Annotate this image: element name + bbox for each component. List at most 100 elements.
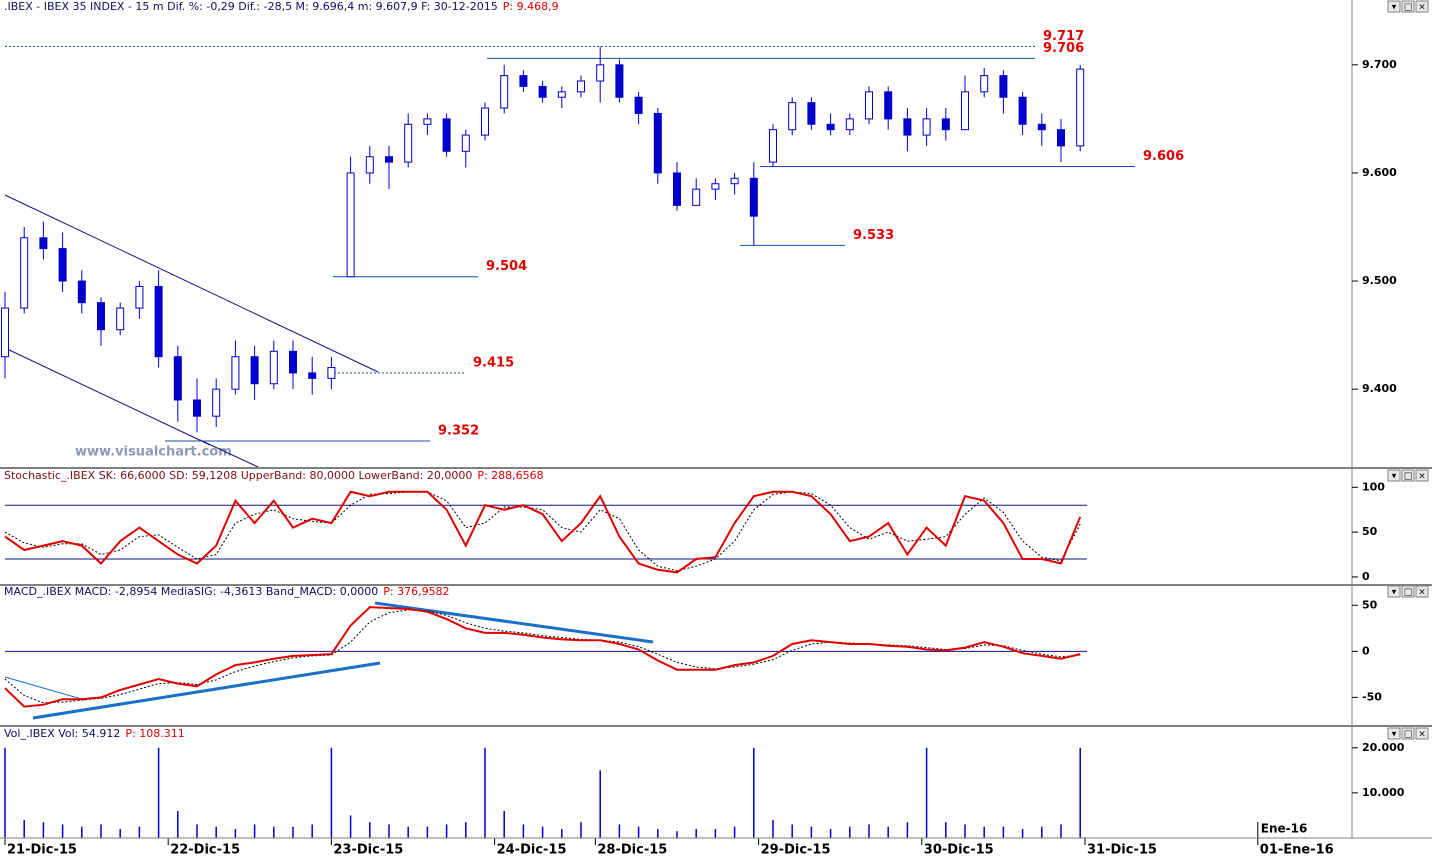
candle-body (807, 102, 816, 125)
series-line (4, 491, 1081, 572)
x-tick-label: 31-Dic-15 (1087, 843, 1157, 857)
candle-body (711, 183, 720, 190)
trend-line (4, 347, 211, 446)
panel-button-icon: × (1418, 472, 1426, 482)
panel-button (1415, 585, 1429, 598)
candle-body (903, 118, 912, 136)
y-tick-label: -50 (1362, 690, 1382, 703)
candle-body (289, 350, 297, 374)
level-label: 9.352 (438, 424, 479, 439)
trend-line (374, 601, 654, 644)
panel-header-text: Vol_.IBEX Vol: 54.912 (4, 727, 120, 740)
level-label: 9.706 (1043, 41, 1084, 56)
panel-button (1401, 0, 1415, 13)
candle-body (519, 75, 528, 87)
candle-body (308, 372, 317, 379)
panel-header-text: .IBEX - IBEX 35 INDEX - 15 m Dif. %: -0,… (4, 0, 498, 13)
level-label: 9.415 (473, 355, 514, 370)
panel-button-icon: ▾ (1392, 730, 1397, 740)
candle-body (154, 285, 163, 358)
candle-body (193, 399, 201, 417)
candle-body (173, 356, 182, 401)
x-tick-label: 29-Dic-15 (761, 843, 831, 857)
candle-body (365, 156, 374, 174)
candle-body (999, 75, 1008, 98)
candle-body (634, 96, 643, 114)
x-tick-label: 30-Dic-15 (924, 843, 994, 857)
panel-header-price: P: 288,6568 (477, 469, 543, 482)
candle-body (500, 75, 509, 109)
candle-body (77, 280, 86, 304)
candle-body (404, 123, 413, 163)
panel-button-icon: ▾ (1392, 588, 1397, 598)
panel-button-icon: × (1418, 588, 1426, 598)
panel-button (1415, 0, 1429, 13)
panel-header: .IBEX - IBEX 35 INDEX - 15 m Dif. %: -0,… (4, 0, 559, 13)
panel-button (1387, 469, 1401, 482)
level-label: 9.533 (853, 228, 894, 243)
panel-button-icon: × (1418, 730, 1426, 740)
panel-header-price: P: 376,9582 (383, 585, 449, 598)
candle-body (577, 80, 585, 93)
candle-body (884, 91, 893, 120)
candle-body (749, 177, 758, 217)
x-tick-label: 24-Dic-15 (497, 843, 567, 857)
candle-body (250, 356, 259, 385)
panel-button (1415, 469, 1429, 482)
panel-button (1387, 0, 1401, 13)
x-tick-label: 23-Dic-15 (333, 843, 403, 857)
panel-button (1387, 585, 1401, 598)
panel-button (1387, 727, 1401, 740)
panel-button-icon: ▾ (1392, 3, 1397, 13)
candle-body (212, 388, 221, 417)
candle-body (1057, 129, 1065, 147)
candle-body (826, 123, 835, 131)
month-tick-label: Ene-16 (1261, 822, 1308, 836)
y-tick-label: 9.500 (1362, 274, 1397, 287)
y-tick-label: 9.700 (1362, 58, 1397, 71)
candle-body (423, 118, 432, 125)
candle-body (980, 75, 989, 93)
x-tick-label: 01-Ene-16 (1260, 843, 1334, 857)
y-tick-label: 0 (1362, 644, 1370, 657)
candle-body (269, 350, 278, 385)
candle-body (231, 356, 240, 390)
panel-button-icon: □ (1404, 3, 1413, 13)
level-label: 9.606 (1143, 149, 1184, 164)
panel-button-icon: □ (1404, 472, 1413, 482)
panel-button-icon: ▾ (1392, 472, 1397, 482)
candle-body (961, 91, 969, 131)
trend-line (4, 676, 86, 701)
candle-body (327, 367, 336, 379)
candle-body (58, 248, 67, 282)
panel-button (1401, 727, 1415, 740)
candle-body (941, 118, 950, 131)
y-tick-label: 0 (1362, 570, 1370, 583)
y-tick-label: 50 (1362, 525, 1378, 538)
candle-body (1076, 68, 1085, 147)
panel-header-text: Stochastic_.IBEX SK: 66,6000 SD: 59,1208… (4, 469, 472, 482)
x-tick-label: 28-Dic-15 (597, 843, 667, 857)
candle-body (97, 302, 105, 331)
candle-body (461, 134, 470, 152)
panel-button (1401, 469, 1415, 482)
series-line (4, 490, 1082, 574)
y-tick-label: 100 (1362, 480, 1385, 493)
y-tick-label: 9.600 (1362, 166, 1397, 179)
candle-body (865, 91, 873, 120)
trend-line (199, 439, 259, 468)
panel-header: MACD_.IBEX MACD: -2,8954 MediaSIG: -4,36… (4, 585, 450, 598)
y-tick-label: 50 (1362, 598, 1378, 611)
candle-body (653, 112, 662, 174)
watermark: www.visualchart.com (75, 445, 232, 460)
panel-button-icon: × (1418, 3, 1426, 13)
candle-body (769, 129, 777, 163)
panel-button-icon: □ (1404, 588, 1413, 598)
candle-body (673, 172, 681, 206)
candle-body (385, 156, 393, 163)
candle-body (442, 118, 451, 152)
candle-body (20, 237, 29, 309)
candle-body (692, 188, 701, 206)
candle-body (557, 91, 566, 98)
